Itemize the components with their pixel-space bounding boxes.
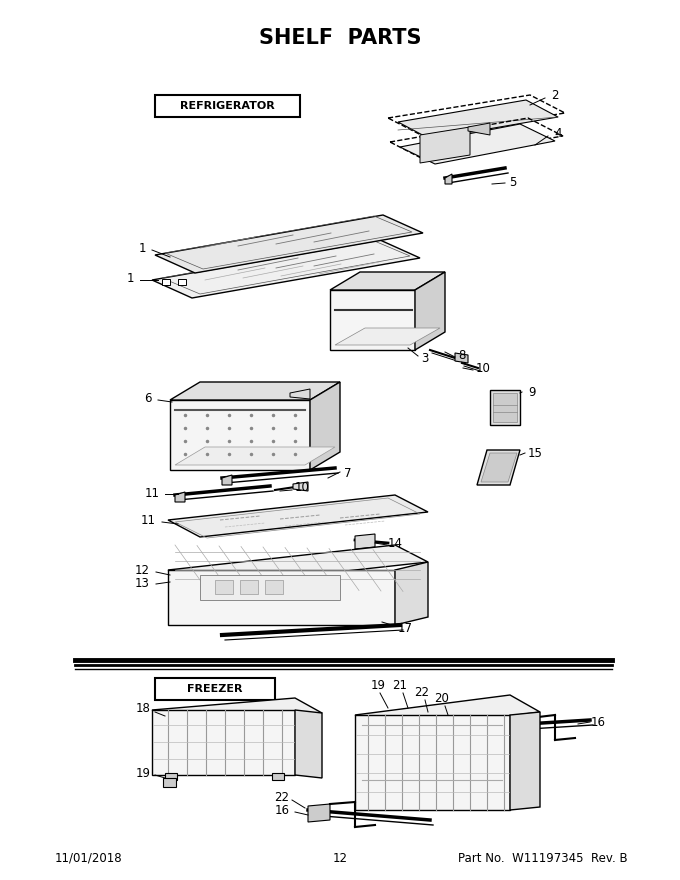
Text: 6: 6 (144, 392, 152, 405)
Polygon shape (168, 545, 428, 587)
Polygon shape (170, 382, 340, 400)
Text: 7: 7 (344, 466, 352, 480)
Polygon shape (155, 95, 300, 117)
Polygon shape (355, 534, 375, 549)
Polygon shape (493, 393, 517, 422)
Text: 1: 1 (126, 272, 134, 284)
Text: 12: 12 (333, 852, 347, 864)
Polygon shape (330, 290, 415, 350)
Text: 16: 16 (590, 715, 605, 729)
Polygon shape (490, 390, 520, 425)
Text: 15: 15 (528, 446, 543, 459)
Text: 9: 9 (528, 385, 536, 399)
Polygon shape (175, 447, 335, 465)
Text: 19: 19 (135, 766, 150, 780)
Text: 13: 13 (135, 576, 150, 590)
Text: 21: 21 (392, 678, 407, 692)
Polygon shape (290, 389, 310, 399)
Polygon shape (222, 475, 232, 485)
Polygon shape (400, 124, 555, 164)
Polygon shape (168, 570, 395, 625)
Polygon shape (308, 804, 330, 822)
Polygon shape (293, 482, 308, 491)
Text: 2: 2 (551, 89, 559, 101)
Polygon shape (155, 678, 275, 700)
Polygon shape (335, 328, 440, 345)
Polygon shape (240, 580, 258, 594)
Text: 10: 10 (294, 480, 309, 494)
Text: 5: 5 (509, 175, 517, 188)
Text: REFRIGERATOR: REFRIGERATOR (180, 101, 275, 111)
Text: 16: 16 (275, 803, 290, 817)
Text: Part No.  W11197345  Rev. B: Part No. W11197345 Rev. B (458, 852, 628, 864)
Polygon shape (178, 279, 186, 285)
Text: 10: 10 (475, 362, 490, 375)
Polygon shape (265, 580, 283, 594)
Polygon shape (330, 272, 445, 290)
Polygon shape (481, 453, 517, 482)
Polygon shape (165, 773, 177, 780)
Text: 17: 17 (398, 621, 413, 634)
Polygon shape (155, 215, 423, 273)
Polygon shape (175, 492, 185, 502)
Polygon shape (215, 580, 233, 594)
Polygon shape (398, 100, 558, 139)
Polygon shape (170, 400, 310, 470)
Polygon shape (507, 718, 530, 737)
Polygon shape (310, 382, 340, 470)
Text: SHELF  PARTS: SHELF PARTS (259, 28, 421, 48)
Text: 22: 22 (415, 686, 430, 699)
Text: 12: 12 (135, 563, 150, 576)
Polygon shape (272, 773, 284, 780)
Text: 22: 22 (275, 790, 290, 803)
Polygon shape (295, 710, 322, 778)
Text: 4: 4 (554, 127, 562, 140)
Text: 20: 20 (435, 692, 449, 705)
Text: 8: 8 (458, 348, 466, 362)
Text: 3: 3 (422, 351, 428, 364)
Text: 19: 19 (371, 678, 386, 692)
Polygon shape (468, 123, 490, 135)
Polygon shape (455, 353, 468, 363)
Polygon shape (510, 712, 540, 810)
Polygon shape (152, 710, 295, 775)
Text: 18: 18 (135, 701, 150, 715)
Polygon shape (445, 174, 452, 184)
Polygon shape (355, 715, 510, 810)
Polygon shape (477, 450, 520, 485)
Text: FREEZER: FREEZER (187, 684, 243, 694)
Polygon shape (152, 698, 322, 725)
Text: 11: 11 (141, 514, 156, 526)
Polygon shape (355, 695, 540, 732)
Text: 14: 14 (388, 537, 403, 549)
Polygon shape (415, 272, 445, 350)
Polygon shape (420, 127, 470, 163)
Polygon shape (152, 240, 420, 298)
Polygon shape (163, 778, 176, 787)
Text: 11/01/2018: 11/01/2018 (55, 852, 122, 864)
Polygon shape (168, 495, 428, 537)
Text: 11: 11 (144, 487, 160, 500)
Polygon shape (395, 562, 428, 625)
Polygon shape (162, 279, 170, 285)
Polygon shape (200, 575, 340, 600)
Text: 1: 1 (138, 241, 146, 254)
